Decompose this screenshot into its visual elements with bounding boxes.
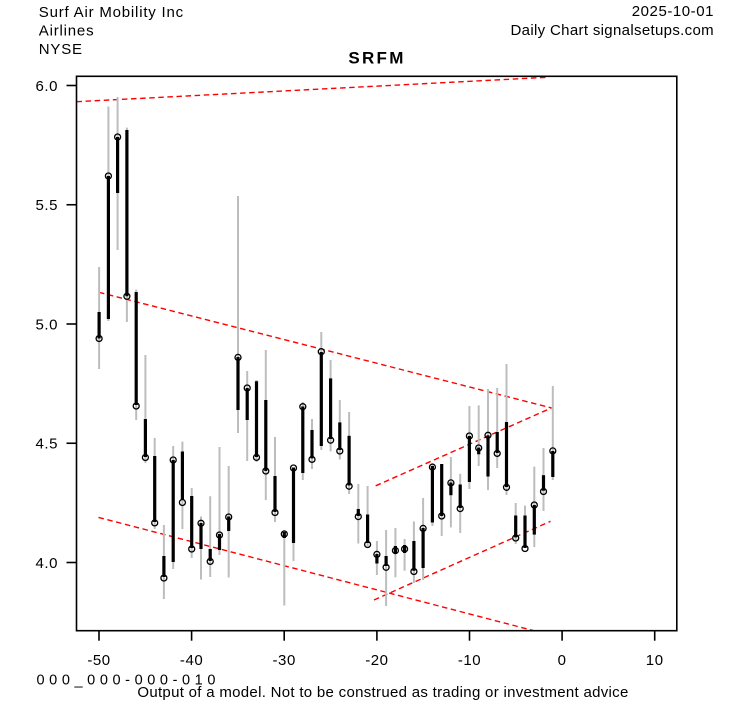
svg-text:NYSE: NYSE	[39, 41, 83, 58]
svg-text:10: 10	[646, 652, 664, 669]
svg-text:000_000-000-010: 000_000-000-010	[37, 672, 221, 688]
svg-text:5.5: 5.5	[35, 197, 58, 214]
svg-text:4.5: 4.5	[35, 436, 58, 453]
svg-text:-20: -20	[365, 652, 388, 669]
svg-text:6.0: 6.0	[35, 78, 58, 95]
svg-text:-30: -30	[273, 652, 296, 669]
svg-text:-40: -40	[180, 652, 203, 669]
svg-text:Output of a model. Not to be c: Output of a model. Not to be construed a…	[137, 684, 628, 701]
svg-text:-50: -50	[87, 652, 110, 669]
svg-text:-10: -10	[458, 652, 481, 669]
svg-text:5.0: 5.0	[35, 316, 58, 333]
svg-text:Surf Air Mobility Inc: Surf Air Mobility Inc	[39, 4, 184, 21]
svg-text:4.0: 4.0	[35, 555, 58, 572]
svg-text:Airlines: Airlines	[39, 23, 95, 40]
svg-text:SRFM: SRFM	[348, 49, 405, 68]
svg-text:2025-10-01: 2025-10-01	[632, 3, 714, 20]
svg-text:Daily Chart signalsetups.com: Daily Chart signalsetups.com	[511, 22, 715, 39]
svg-text:0: 0	[558, 652, 567, 669]
